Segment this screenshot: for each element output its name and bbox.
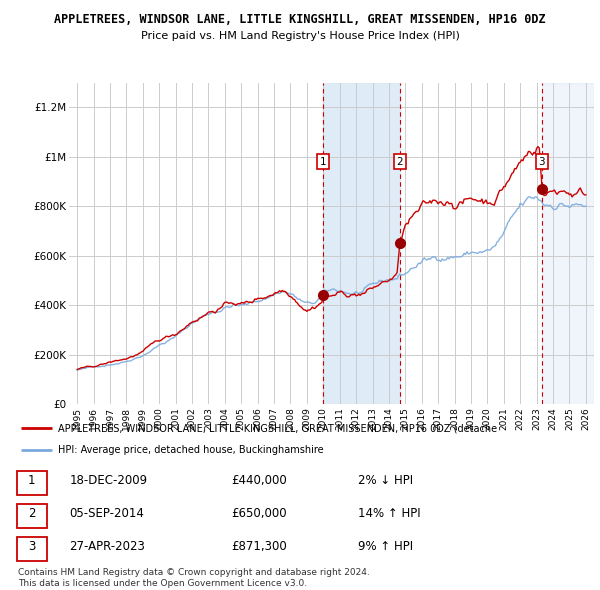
Text: 3: 3 — [28, 540, 35, 553]
Text: 1: 1 — [319, 157, 326, 167]
Text: 9% ↑ HPI: 9% ↑ HPI — [358, 540, 413, 553]
Bar — [542, 83, 594, 404]
Text: £871,300: £871,300 — [231, 540, 287, 553]
Text: APPLETREES, WINDSOR LANE, LITTLE KINGSHILL, GREAT MISSENDEN, HP16 0DZ (detache: APPLETREES, WINDSOR LANE, LITTLE KINGSHI… — [58, 424, 497, 433]
Text: £650,000: £650,000 — [231, 507, 287, 520]
Text: £440,000: £440,000 — [231, 474, 287, 487]
Bar — [542, 83, 594, 404]
Text: 2: 2 — [28, 507, 35, 520]
FancyBboxPatch shape — [17, 504, 47, 528]
Text: Contains HM Land Registry data © Crown copyright and database right 2024.
This d: Contains HM Land Registry data © Crown c… — [18, 568, 370, 588]
Text: Price paid vs. HM Land Registry's House Price Index (HPI): Price paid vs. HM Land Registry's House … — [140, 31, 460, 41]
Text: 1: 1 — [28, 474, 35, 487]
Text: 05-SEP-2014: 05-SEP-2014 — [70, 507, 145, 520]
Text: 2% ↓ HPI: 2% ↓ HPI — [358, 474, 413, 487]
Text: 2: 2 — [397, 157, 403, 167]
FancyBboxPatch shape — [17, 537, 47, 561]
Bar — [323, 83, 400, 404]
Text: 14% ↑ HPI: 14% ↑ HPI — [358, 507, 420, 520]
FancyBboxPatch shape — [17, 471, 47, 495]
Text: 3: 3 — [539, 157, 545, 167]
Text: 27-APR-2023: 27-APR-2023 — [70, 540, 145, 553]
Text: APPLETREES, WINDSOR LANE, LITTLE KINGSHILL, GREAT MISSENDEN, HP16 0DZ: APPLETREES, WINDSOR LANE, LITTLE KINGSHI… — [54, 13, 546, 26]
Text: HPI: Average price, detached house, Buckinghamshire: HPI: Average price, detached house, Buck… — [58, 445, 324, 455]
Text: 18-DEC-2009: 18-DEC-2009 — [70, 474, 148, 487]
